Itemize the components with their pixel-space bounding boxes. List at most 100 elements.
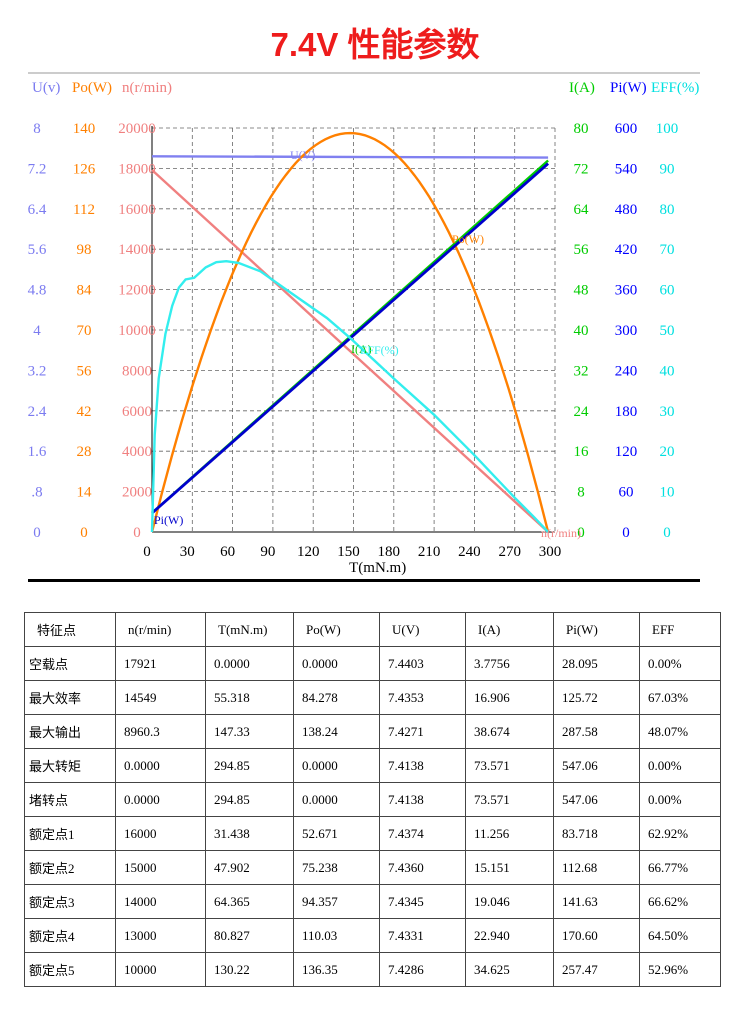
table-cell: 15.151 <box>465 850 554 885</box>
y-tick-label: 100 <box>656 121 679 137</box>
table-cell: 130.22 <box>205 952 294 987</box>
y-tick-label: 16 <box>574 444 590 460</box>
table-cell: 64.50% <box>639 918 721 953</box>
table-cell: 147.33 <box>205 714 294 749</box>
table-cell: 3.7756 <box>465 646 554 681</box>
y-tick-label: 180 <box>615 404 638 420</box>
axis-title-right: EFF(%) <box>651 80 699 96</box>
table-cell: 16000 <box>115 816 206 851</box>
table-cell: 294.85 <box>205 748 294 783</box>
table-cell: 287.58 <box>553 714 640 749</box>
x-tick-label: 180 <box>378 544 401 560</box>
chart-svg: U(v)87.26.45.64.843.22.41.6.80Po(W)14012… <box>28 72 700 576</box>
table-cell: 0.0000 <box>205 646 294 681</box>
axis-title-left: n(r/min) <box>122 80 172 96</box>
table-cell: 136.35 <box>293 952 380 987</box>
table-cell: 73.571 <box>465 748 554 783</box>
table-cell: 83.718 <box>553 816 640 851</box>
y-tick-label: 18000 <box>118 161 156 177</box>
performance-table: 特征点 n(r/min) T(mN.m) Po(W) U(V) I(A) Pi(W) EFF … <box>24 612 721 987</box>
y-tick-label: 4.8 <box>28 283 47 299</box>
y-tick-label: 0 <box>80 525 88 541</box>
y-tick-label: 56 <box>77 363 93 379</box>
y-tick-label: 48 <box>574 283 589 299</box>
y-tick-label: 24 <box>574 404 590 420</box>
y-tick-label: 300 <box>615 323 638 339</box>
table-cell: 294.85 <box>205 782 294 817</box>
table-cell: 16.906 <box>465 680 554 715</box>
table-cell: 112.68 <box>553 850 640 885</box>
table-cell: 14549 <box>115 680 206 715</box>
table-cell: 0.0000 <box>115 782 206 817</box>
table-row: 堵转点 0.0000 294.85 0.0000 7.4138 73.571 547.06 0… <box>24 782 721 817</box>
table-cell: 7.4360 <box>379 850 466 885</box>
table-header-cell: n(r/min) <box>115 612 206 647</box>
y-tick-label: 600 <box>615 121 638 137</box>
table-cell: 48.07% <box>639 714 721 749</box>
table-cell: 257.47 <box>553 952 640 987</box>
y-tick-label: 0 <box>577 525 585 541</box>
y-tick-label: 42 <box>77 404 92 420</box>
y-tick-label: 360 <box>615 283 638 299</box>
divider-line <box>28 579 700 582</box>
y-tick-label: 240 <box>615 363 638 379</box>
table-cell: 22.940 <box>465 918 554 953</box>
table-cell: 80.827 <box>205 918 294 953</box>
row-label-cell: 额定点1 <box>24 816 116 851</box>
table-cell: 47.902 <box>205 850 294 885</box>
y-tick-label: 40 <box>574 323 589 339</box>
row-label-cell: 额定点5 <box>24 952 116 987</box>
table-row: 额定点3 14000 64.365 94.357 7.4345 19.046 141.63 6… <box>24 884 721 919</box>
x-tick-label: 270 <box>498 544 521 560</box>
x-tick-label: 210 <box>418 544 441 560</box>
table-row: 额定点4 13000 80.827 110.03 7.4331 22.940 170.60 6… <box>24 918 721 953</box>
table-row: 最大效率 14549 55.318 84.278 7.4353 16.906 125.72 6… <box>24 680 721 715</box>
y-tick-label: 0 <box>663 525 671 541</box>
row-label-cell: 额定点2 <box>24 850 116 885</box>
table-header-cell: T(mN.m) <box>205 612 294 647</box>
axis-title-right: Pi(W) <box>610 80 647 96</box>
y-tick-label: 70 <box>77 323 92 339</box>
table-header-cell: U(V) <box>379 612 466 647</box>
table-cell: 7.4271 <box>379 714 466 749</box>
x-axis-title: T(mN.m) <box>349 560 406 576</box>
table-cell: 62.92% <box>639 816 721 851</box>
table-cell: 84.278 <box>293 680 380 715</box>
x-tick-label: 0 <box>143 544 151 560</box>
x-tick-label: 120 <box>297 544 320 560</box>
table-cell: 110.03 <box>293 918 380 953</box>
series-line-po-w <box>150 131 550 533</box>
table-cell: 0.00% <box>639 782 721 817</box>
table-cell: 141.63 <box>553 884 640 919</box>
y-tick-label: 84 <box>77 283 93 299</box>
table-cell: 547.06 <box>553 782 640 817</box>
series-label: EFF(%) <box>360 343 399 357</box>
y-tick-label: 8 <box>577 485 585 501</box>
table-cell: 66.77% <box>639 850 721 885</box>
row-label-cell: 最大转矩 <box>24 748 116 783</box>
table-cell: 7.4138 <box>379 748 466 783</box>
y-tick-label: 72 <box>574 161 589 177</box>
table-cell: 7.4138 <box>379 782 466 817</box>
y-tick-label: 420 <box>615 242 638 258</box>
table-cell: 64.365 <box>205 884 294 919</box>
y-tick-label: 0 <box>33 525 41 541</box>
table-header-cell: Po(W) <box>293 612 380 647</box>
y-tick-label: .8 <box>31 485 42 501</box>
series-label: n(r/min) <box>541 526 581 540</box>
y-tick-label: 28 <box>77 444 92 460</box>
y-tick-label: 12000 <box>118 283 156 299</box>
y-tick-label: 56 <box>574 242 590 258</box>
row-label-cell: 最大效率 <box>24 680 116 715</box>
table-cell: 31.438 <box>205 816 294 851</box>
y-tick-label: 14000 <box>118 242 156 258</box>
y-tick-label: 10000 <box>118 323 156 339</box>
row-label-cell: 额定点4 <box>24 918 116 953</box>
x-tick-label: 30 <box>180 544 195 560</box>
y-tick-label: 10 <box>660 485 675 501</box>
y-tick-label: 7.2 <box>28 161 47 177</box>
axis-title-left: Po(W) <box>72 80 112 96</box>
x-tick-label: 60 <box>220 544 235 560</box>
table-cell: 75.238 <box>293 850 380 885</box>
table-cell: 0.00% <box>639 748 721 783</box>
